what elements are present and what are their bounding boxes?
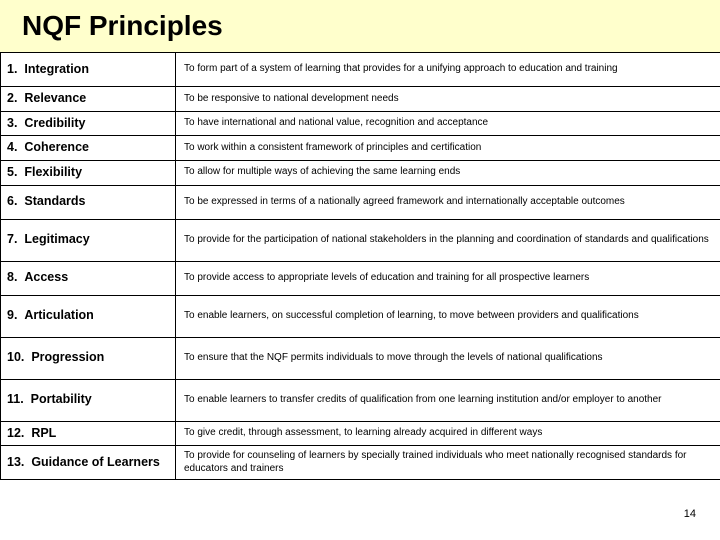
principle-label: 4. Coherence	[1, 136, 176, 161]
principle-desc: To give credit, through assessment, to l…	[176, 421, 720, 446]
principle-desc: To ensure that the NQF permits individua…	[176, 337, 720, 379]
principles-table-wrap: 1. IntegrationTo form part of a system o…	[0, 52, 720, 540]
principle-desc: To enable learners to transfer credits o…	[176, 379, 720, 421]
principle-desc: To provide for counseling of learners by…	[176, 446, 720, 480]
principle-label: 1. Integration	[1, 53, 176, 87]
table-row: 4. CoherenceTo work within a consistent …	[1, 136, 720, 161]
table-row: 11. PortabilityTo enable learners to tra…	[1, 379, 720, 421]
principle-desc: To enable learners, on successful comple…	[176, 295, 720, 337]
principle-desc: To have international and national value…	[176, 111, 720, 136]
table-row: 12. RPLTo give credit, through assessmen…	[1, 421, 720, 446]
table-row: 9. ArticulationTo enable learners, on su…	[1, 295, 720, 337]
principle-label: 7. Legitimacy	[1, 219, 176, 261]
principles-table: 1. IntegrationTo form part of a system o…	[0, 52, 720, 480]
table-row: 5. FlexibilityTo allow for multiple ways…	[1, 160, 720, 185]
table-row: 1. IntegrationTo form part of a system o…	[1, 53, 720, 87]
principle-label: 6. Standards	[1, 185, 176, 219]
principles-tbody: 1. IntegrationTo form part of a system o…	[1, 53, 720, 480]
principle-label: 13. Guidance of Learners	[1, 446, 176, 480]
principle-desc: To work within a consistent framework of…	[176, 136, 720, 161]
slide: NQF Principles 1. IntegrationTo form par…	[0, 0, 720, 540]
principle-desc: To provide for the participation of nati…	[176, 219, 720, 261]
table-row: 6. StandardsTo be expressed in terms of …	[1, 185, 720, 219]
principle-label: 12. RPL	[1, 421, 176, 446]
table-row: 10. ProgressionTo ensure that the NQF pe…	[1, 337, 720, 379]
principle-label: 11. Portability	[1, 379, 176, 421]
principle-label: 5. Flexibility	[1, 160, 176, 185]
page-number: 14	[684, 508, 696, 520]
table-row: 7. LegitimacyTo provide for the particip…	[1, 219, 720, 261]
principle-label: 10. Progression	[1, 337, 176, 379]
principle-label: 9. Articulation	[1, 295, 176, 337]
principle-desc: To be responsive to national development…	[176, 87, 720, 112]
table-row: 8. AccessTo provide access to appropriat…	[1, 261, 720, 295]
principle-label: 8. Access	[1, 261, 176, 295]
table-row: 2. RelevanceTo be responsive to national…	[1, 87, 720, 112]
principle-desc: To provide access to appropriate levels …	[176, 261, 720, 295]
principle-desc: To form part of a system of learning tha…	[176, 53, 720, 87]
table-row: 13. Guidance of LearnersTo provide for c…	[1, 446, 720, 480]
principle-desc: To allow for multiple ways of achieving …	[176, 160, 720, 185]
table-row: 3. CredibilityTo have international and …	[1, 111, 720, 136]
slide-title: NQF Principles	[0, 0, 720, 50]
principle-desc: To be expressed in terms of a nationally…	[176, 185, 720, 219]
principle-label: 2. Relevance	[1, 87, 176, 112]
principle-label: 3. Credibility	[1, 111, 176, 136]
